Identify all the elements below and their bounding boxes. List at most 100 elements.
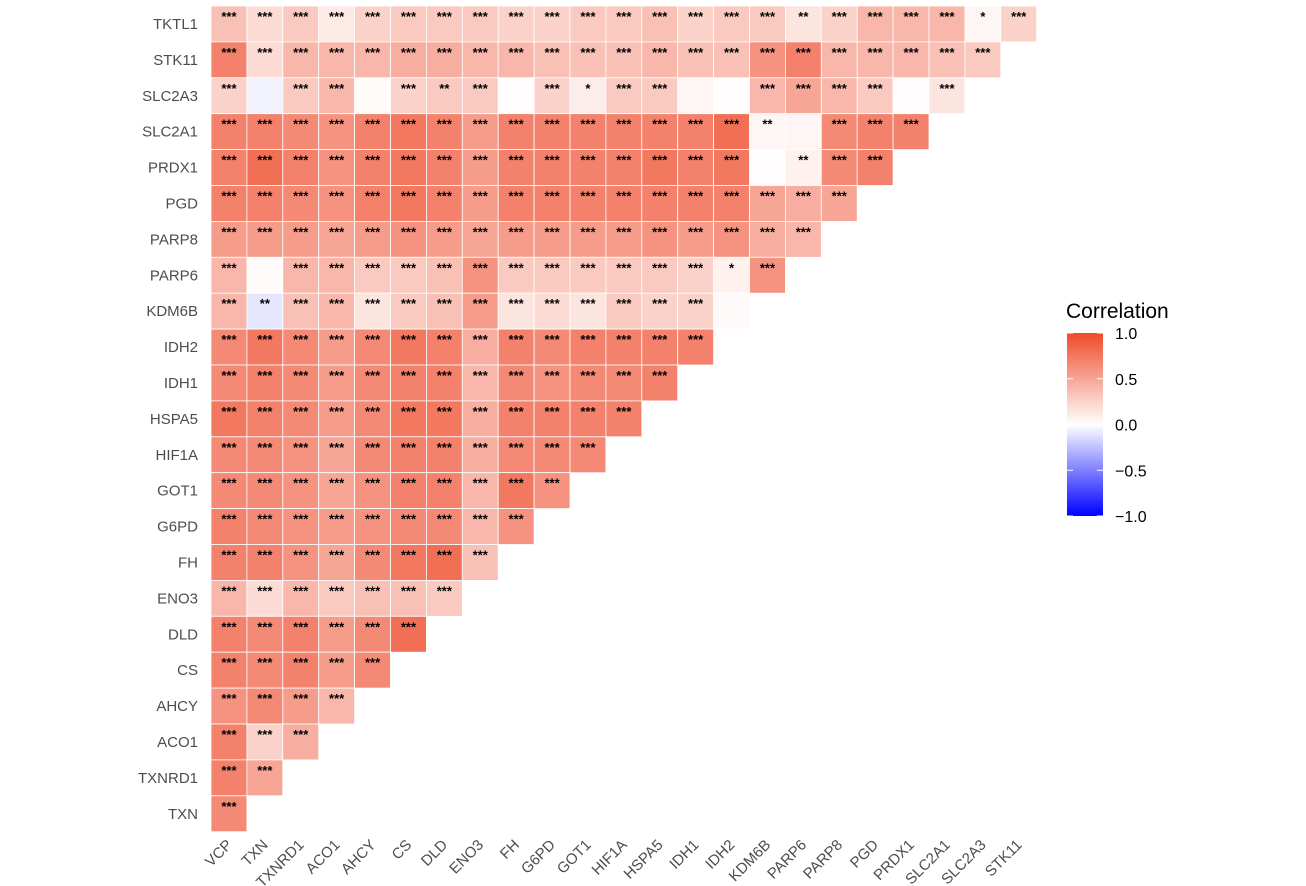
heatmap-cell [569,149,607,186]
significance-label: *** [257,153,273,168]
significance-label: *** [401,440,417,455]
heatmap-cell [210,5,248,43]
significance-label: *** [544,81,560,96]
heatmap-cell [210,113,248,150]
heatmap-cell [354,220,391,258]
heatmap-cell [569,256,607,294]
significance-label: *** [509,440,525,455]
significance-label: *** [903,117,919,132]
heatmap-cell [354,292,391,330]
heatmap-cell [749,113,786,150]
significance-label: *** [221,117,237,132]
y-tick-label: ENO3 [157,590,198,607]
heatmap-cell [354,77,391,115]
significance-label: *** [509,296,525,311]
heatmap-cell [246,256,284,294]
significance-label: *** [473,368,489,383]
significance-label: *** [652,45,668,60]
heatmap-cell [318,41,356,79]
significance-label: *** [221,9,237,24]
significance-label: *** [509,332,525,347]
significance-label: *** [903,9,919,24]
significance-label: * [585,81,591,96]
significance-label: *** [329,655,345,670]
significance-label: *** [832,189,848,204]
heatmap-cell [892,77,930,115]
heatmap-cell [246,723,284,761]
significance-label: *** [760,9,776,24]
significance-label: *** [329,45,345,60]
significance-label: *** [329,691,345,706]
significance-label: *** [257,404,273,419]
y-tick-label: HIF1A [155,447,198,464]
heatmap-cell [390,256,427,294]
significance-label: *** [544,153,560,168]
significance-label: *** [257,117,273,132]
significance-label: *** [580,332,596,347]
significance-label: *** [329,332,345,347]
y-tick-label: DLD [168,626,198,643]
heatmap-cell [856,41,894,79]
heatmap-cell [425,436,463,474]
heatmap-cell [928,77,966,115]
significance-label: *** [401,368,417,383]
significance-label: *** [616,224,632,239]
y-tick-label: TXN [168,806,198,823]
legend-tick-label: −1.0 [1115,509,1147,526]
heatmap-cell [785,149,822,186]
heatmap-cell [749,77,786,115]
y-tick-label: STK11 [153,52,198,69]
significance-label: *** [473,260,489,275]
y-tick-label: PARP6 [150,267,198,284]
significance-label: *** [329,404,345,419]
heatmap-cell [749,256,786,294]
heatmap-cell [569,77,607,115]
significance-label: *** [688,296,704,311]
significance-label: *** [293,583,309,598]
significance-label: *** [796,224,812,239]
legend-tick-label: 0.5 [1115,372,1137,389]
significance-label: *** [365,512,381,527]
y-tick-label: G6PD [157,519,198,536]
significance-label: *** [688,153,704,168]
heatmap-cell [497,436,535,474]
significance-label: *** [544,189,560,204]
heatmap-cell [677,149,715,186]
significance-label: *** [688,45,704,60]
significance-label: *** [329,260,345,275]
significance-label: *** [257,224,273,239]
significance-label: *** [329,583,345,598]
significance-label: *** [760,260,776,275]
y-tick-label: PRDX1 [148,160,198,177]
heatmap-cell [390,508,427,545]
significance-label: *** [509,45,525,60]
heatmap-cell [354,256,391,294]
significance-label: *** [437,332,453,347]
significance-label: *** [509,153,525,168]
heatmap-cell [892,113,930,150]
heatmap-cell [246,328,284,366]
significance-label: *** [473,404,489,419]
significance-label: *** [652,332,668,347]
significance-label: *** [257,512,273,527]
heatmap-cell [246,759,284,797]
significance-label: *** [329,9,345,24]
significance-label: *** [329,548,345,563]
x-tick-label: IDH1 [666,837,702,873]
significance-label: *** [221,619,237,634]
significance-label: *** [652,9,668,24]
heatmap-cell [318,651,356,689]
heatmap-cell [713,256,750,294]
significance-label: *** [616,189,632,204]
heatmap-cell [749,41,786,79]
heatmap-cell [425,328,463,366]
heatmap-cell [713,77,750,115]
heatmap-cell [569,185,607,222]
heatmap-cell [713,220,750,258]
heatmap-cell [677,328,715,366]
heatmap-cell [641,364,679,402]
legend-tick-label: −0.5 [1115,463,1147,480]
heatmap-cell [820,149,858,186]
heatmap-cell [964,41,1002,79]
heatmap-cell [641,185,679,222]
